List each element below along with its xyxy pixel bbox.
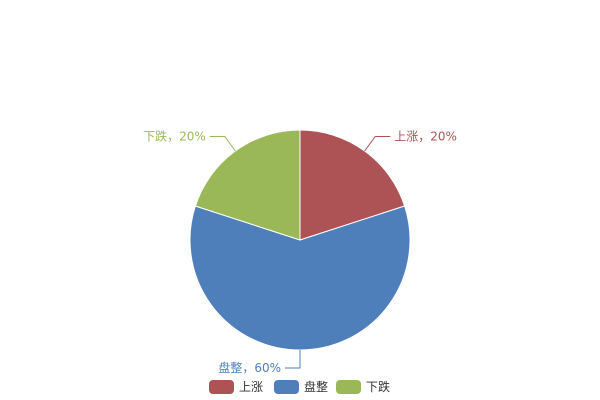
legend-item[interactable]: 上涨: [209, 379, 263, 394]
slice-label: 上涨，20%: [394, 128, 457, 143]
slice-labels: 上涨，20% 盘整，60% 下跌，20%: [143, 128, 457, 375]
legend-label: 盘整: [304, 379, 328, 394]
pie-slice-3[interactable]: [194, 129, 301, 241]
legend-item[interactable]: 下跌: [336, 379, 390, 394]
label-line: [209, 135, 236, 152]
legend-label: 上涨: [239, 379, 263, 394]
slice-label: 盘整，60%: [218, 360, 281, 375]
legend-swatch: [336, 380, 361, 394]
legend-item[interactable]: 盘整: [274, 379, 328, 394]
legend: 上涨 盘整 下跌: [209, 379, 390, 394]
label-line: [364, 135, 391, 152]
legend-swatch: [209, 380, 234, 394]
pie-slice-1[interactable]: [299, 129, 406, 241]
legend-label: 下跌: [366, 379, 390, 394]
pie-slices: [189, 129, 411, 351]
legend-swatch: [274, 380, 299, 394]
slice-label: 下跌，20%: [143, 128, 206, 143]
label-line: [285, 350, 301, 369]
